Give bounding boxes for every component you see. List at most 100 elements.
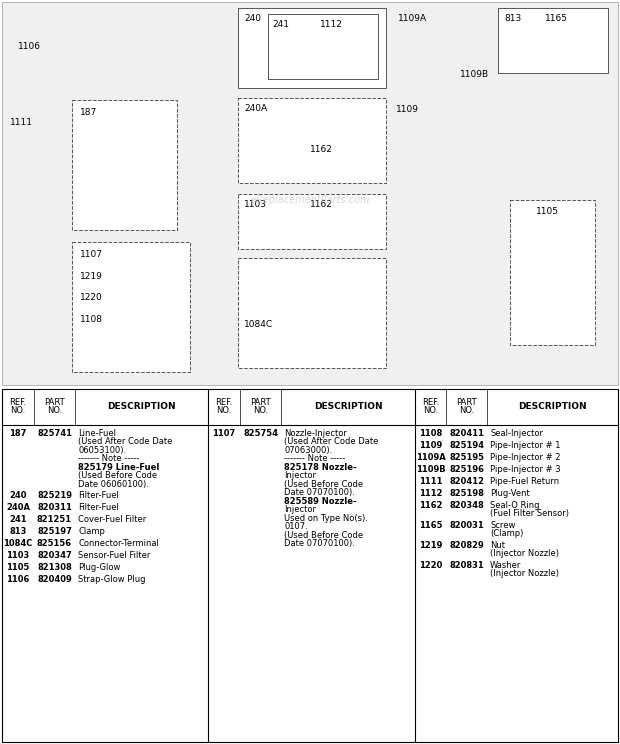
Text: 240: 240 xyxy=(244,14,261,23)
Text: Washer: Washer xyxy=(490,561,521,570)
Text: 820411: 820411 xyxy=(450,429,484,438)
Text: 1084C: 1084C xyxy=(3,539,33,548)
Text: 821251: 821251 xyxy=(37,516,72,525)
Text: (Used Before Code: (Used Before Code xyxy=(285,480,363,489)
Text: Pipe-Injector # 1: Pipe-Injector # 1 xyxy=(490,441,560,450)
Text: 1109: 1109 xyxy=(396,105,419,114)
Text: Seal-O Ring: Seal-O Ring xyxy=(490,501,539,510)
Text: (Fuel Filter Sensor): (Fuel Filter Sensor) xyxy=(490,510,569,519)
Text: 241: 241 xyxy=(272,20,289,29)
Bar xyxy=(238,8,386,88)
Text: Connector-Terminal: Connector-Terminal xyxy=(78,539,159,548)
Text: 820348: 820348 xyxy=(450,501,484,510)
Text: 825178 Nozzle-: 825178 Nozzle- xyxy=(285,463,357,472)
Text: 820412: 820412 xyxy=(450,477,484,486)
Text: DESCRIPTION: DESCRIPTION xyxy=(518,403,587,411)
Text: 1162: 1162 xyxy=(310,200,333,209)
Text: 1162: 1162 xyxy=(419,501,443,510)
Text: 820831: 820831 xyxy=(450,561,484,570)
Text: 1219: 1219 xyxy=(80,272,103,281)
Text: NO.: NO. xyxy=(459,406,474,415)
Text: Seal-Injector: Seal-Injector xyxy=(490,429,543,438)
Text: 825179 Line-Fuel: 825179 Line-Fuel xyxy=(78,463,159,472)
Text: Pipe-Injector # 2: Pipe-Injector # 2 xyxy=(490,453,560,462)
Text: 820311: 820311 xyxy=(37,504,72,513)
Text: 1103: 1103 xyxy=(244,200,267,209)
Text: Date 07070100).: Date 07070100). xyxy=(285,539,355,548)
Text: 1105: 1105 xyxy=(6,563,30,572)
Text: 1084C: 1084C xyxy=(244,320,273,329)
Bar xyxy=(510,200,595,345)
Text: NO.: NO. xyxy=(423,406,438,415)
Text: 07063000).: 07063000). xyxy=(285,446,333,455)
Text: Filter-Fuel: Filter-Fuel xyxy=(78,492,119,501)
Text: 1108: 1108 xyxy=(80,315,103,324)
Text: 1109A: 1109A xyxy=(398,14,427,23)
Text: PART: PART xyxy=(44,398,65,408)
Text: 1111: 1111 xyxy=(10,118,33,127)
Text: 1109: 1109 xyxy=(419,441,442,450)
Text: 240A: 240A xyxy=(244,104,267,113)
Text: NO.: NO. xyxy=(216,406,232,415)
Text: Sensor-Fuel Filter: Sensor-Fuel Filter xyxy=(78,551,151,560)
Text: ------- Note -----: ------- Note ----- xyxy=(285,455,346,464)
Text: 1111: 1111 xyxy=(419,477,443,486)
Text: 1219: 1219 xyxy=(419,541,443,550)
Bar xyxy=(238,98,386,183)
Text: 1220: 1220 xyxy=(419,561,443,570)
Text: (Clamp): (Clamp) xyxy=(490,530,523,539)
Text: (Used After Code Date: (Used After Code Date xyxy=(285,437,379,446)
Text: 1162: 1162 xyxy=(310,145,333,154)
Text: PART: PART xyxy=(456,398,477,408)
Text: Plug-Glow: Plug-Glow xyxy=(78,563,120,572)
Text: 820347: 820347 xyxy=(37,551,72,560)
Text: 1109A: 1109A xyxy=(416,453,446,462)
Text: Filter-Fuel: Filter-Fuel xyxy=(78,504,119,513)
Text: 825197: 825197 xyxy=(37,527,72,536)
Text: 825589 Nozzle-: 825589 Nozzle- xyxy=(285,497,357,506)
Text: 825195: 825195 xyxy=(450,453,484,462)
Text: 06053100).: 06053100). xyxy=(78,446,126,455)
Text: NO.: NO. xyxy=(253,406,268,415)
Text: 825196: 825196 xyxy=(450,465,484,474)
Text: 1109B: 1109B xyxy=(416,465,446,474)
Text: NO.: NO. xyxy=(47,406,62,415)
Text: Pipe-Fuel Return: Pipe-Fuel Return xyxy=(490,477,559,486)
Bar xyxy=(498,8,608,73)
Text: (Used After Code Date: (Used After Code Date xyxy=(78,437,172,446)
Text: Line-Fuel: Line-Fuel xyxy=(78,429,116,438)
Text: 1165: 1165 xyxy=(419,521,443,530)
Text: Used on Type No(s).: Used on Type No(s). xyxy=(285,514,368,523)
Text: 825754: 825754 xyxy=(243,429,278,438)
Text: 1107: 1107 xyxy=(80,250,103,259)
Bar xyxy=(238,258,386,368)
Text: 825741: 825741 xyxy=(37,429,72,438)
Bar xyxy=(238,194,386,249)
Text: 1103: 1103 xyxy=(6,551,30,560)
Text: (Injector Nozzle): (Injector Nozzle) xyxy=(490,549,559,559)
Text: 187: 187 xyxy=(9,429,27,438)
Bar xyxy=(268,14,378,79)
Text: Date 07070100).: Date 07070100). xyxy=(285,488,355,498)
Text: (Used Before Code: (Used Before Code xyxy=(285,531,363,540)
Text: 1105: 1105 xyxy=(536,207,559,216)
Text: Plug-Vent: Plug-Vent xyxy=(490,489,530,498)
Text: (Used Before Code: (Used Before Code xyxy=(78,472,157,481)
Text: 240: 240 xyxy=(9,492,27,501)
Text: DESCRIPTION: DESCRIPTION xyxy=(314,403,383,411)
Text: 1112: 1112 xyxy=(320,20,343,29)
Text: Cover-Fuel Filter: Cover-Fuel Filter xyxy=(78,516,146,525)
Text: Clamp: Clamp xyxy=(78,527,105,536)
Text: 240A: 240A xyxy=(6,504,30,513)
Text: 1107: 1107 xyxy=(213,429,236,438)
Text: Nut: Nut xyxy=(490,541,505,550)
Text: 820031: 820031 xyxy=(450,521,484,530)
Text: 0107.: 0107. xyxy=(285,522,308,531)
Text: 825194: 825194 xyxy=(450,441,484,450)
Text: 1112: 1112 xyxy=(419,489,443,498)
Text: Strap-Glow Plug: Strap-Glow Plug xyxy=(78,575,146,585)
Text: Screw: Screw xyxy=(490,521,515,530)
Text: 825156: 825156 xyxy=(37,539,72,548)
Text: 813: 813 xyxy=(9,527,27,536)
Text: Injector: Injector xyxy=(285,472,316,481)
